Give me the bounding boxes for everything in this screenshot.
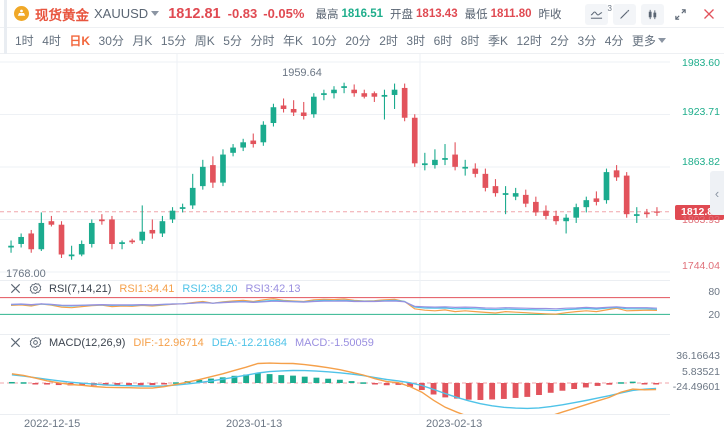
- header-toolbar: 3: [580, 0, 720, 28]
- y-axis-label-2: 1923.71: [682, 106, 720, 118]
- draw-pencil-icon[interactable]: [613, 3, 636, 25]
- timeframe-20m[interactable]: 20分: [345, 34, 371, 48]
- x-axis: 2022-12-15 2023-01-13 2023-02-13: [0, 414, 724, 435]
- chevron-left-icon: ‹: [714, 185, 720, 201]
- close-icon[interactable]: [9, 282, 22, 295]
- indicator-count-badge: 3: [607, 3, 612, 13]
- price-change-percent: -0.05%: [263, 6, 305, 21]
- timeframe-accent-bar: [4, 27, 7, 54]
- rsi-header: RSI(7,14,21) RSI1:34.41 RSI2:38.20 RSI3:…: [0, 280, 309, 297]
- rsi-pane-divider: [0, 280, 670, 281]
- timeframe-more-label: 更多: [631, 34, 656, 48]
- x-axis-label-3: 2023-02-13: [426, 418, 483, 430]
- candle-type-icon[interactable]: [641, 3, 664, 25]
- quote-header: 现货黄金 XAUUSD 1812.81 -0.83 -0.05% 最高 1816…: [0, 0, 724, 28]
- macd-pane-divider: [0, 334, 670, 335]
- y-axis-label-4: 1803.93: [682, 214, 720, 226]
- header-accent-bar: [4, 0, 7, 28]
- timeframe-1h[interactable]: 1时: [15, 34, 34, 48]
- stat-prev-close: 昨收: [539, 6, 565, 22]
- stat-open: 开盘 1813.43: [390, 6, 458, 22]
- macd-dea-value: DEA:-12.21684: [211, 336, 287, 349]
- symbol-code: XAUUSD: [94, 6, 149, 21]
- x-axis-label-1: 2022-12-15: [24, 418, 81, 430]
- timeframe-12h[interactable]: 12时: [516, 34, 542, 48]
- chevron-down-icon: [657, 38, 666, 43]
- stat-high-label: 最高: [315, 8, 339, 21]
- y-axis-label-5: 1744.04: [682, 260, 720, 272]
- timeframe-4m[interactable]: 4分: [604, 34, 624, 48]
- macd-pane[interactable]: MACD(12,26,9) DIF:-12.96714 DEA:-12.2168…: [0, 334, 724, 414]
- macd-hist-value: MACD:-1.50059: [294, 336, 374, 349]
- fullscreen-icon[interactable]: [669, 4, 692, 25]
- symbol-name-cn: 现货黄金: [35, 7, 89, 23]
- peak-price-label: 1959.64: [282, 66, 322, 79]
- timeframe-4h[interactable]: 4时: [42, 34, 61, 48]
- gold-bar-icon: [14, 6, 29, 21]
- stat-open-label: 开盘: [390, 8, 414, 21]
- y-axis-label-3: 1863.82: [682, 156, 720, 168]
- timeframe-bar: 1时 4时 日K 30分 月K 15分 周K 5分 分时 年K 10分 20分 …: [0, 27, 724, 54]
- rsi-title: RSI(7,14,21): [49, 282, 112, 295]
- stat-prev-close-label: 昨收: [538, 8, 562, 21]
- y-axis-label-1: 1983.60: [682, 57, 720, 69]
- timeframe-10m[interactable]: 10分: [311, 34, 337, 48]
- chart-area: 1959.64 1768.00 1983.60 1923.71 1863.82 …: [0, 54, 724, 435]
- timeframe-2m[interactable]: 2分: [550, 34, 570, 48]
- rsi-axis-label-20: 20: [708, 309, 720, 321]
- timeframe-3m[interactable]: 3分: [577, 34, 597, 48]
- candlestick-plot: [0, 54, 670, 280]
- timeframe-yearly[interactable]: 年K: [283, 34, 304, 48]
- stat-low: 最低 1811.80: [465, 6, 532, 22]
- macd-axis-label-top: 36.16643: [676, 350, 720, 362]
- macd-axis-label-mid: 5.83521: [682, 366, 720, 378]
- timeframe-monthly[interactable]: 月K: [132, 34, 153, 48]
- chevron-down-icon[interactable]: [151, 11, 160, 16]
- gear-icon[interactable]: [29, 282, 42, 295]
- macd-plot: [0, 334, 670, 414]
- timeframe-6h[interactable]: 6时: [433, 34, 453, 48]
- macd-axis-label-bottom: -24.49601: [672, 381, 720, 393]
- rsi-pane[interactable]: RSI(7,14,21) RSI1:34.41 RSI2:38.20 RSI3:…: [0, 280, 724, 334]
- timeframe-more-button[interactable]: 更多: [632, 32, 666, 49]
- indicator-icon[interactable]: 3: [585, 3, 612, 25]
- rsi3-value: RSI3:42.13: [245, 282, 301, 295]
- price-change: -0.83: [227, 6, 258, 21]
- timeframe-daily[interactable]: 日K: [69, 34, 91, 48]
- low-price-label: 1768.00: [6, 267, 46, 280]
- stat-low-value: 1811.80: [490, 7, 532, 20]
- macd-dif-value: DIF:-12.96714: [133, 336, 204, 349]
- timeframe-quarterly[interactable]: 季K: [487, 34, 508, 48]
- rsi2-value: RSI2:38.20: [182, 282, 238, 295]
- stat-high-value: 1816.51: [341, 7, 384, 20]
- rsi1-value: RSI1:34.41: [119, 282, 175, 295]
- x-axis-divider: [0, 414, 670, 415]
- timeframe-30m[interactable]: 30分: [98, 34, 124, 48]
- gear-icon[interactable]: [29, 336, 42, 349]
- close-icon[interactable]: [9, 336, 22, 349]
- rsi-axis-label-80: 80: [708, 286, 720, 298]
- timeframe-3h[interactable]: 3时: [406, 34, 426, 48]
- rsi-plot: [0, 280, 670, 334]
- macd-title: MACD(12,26,9): [49, 336, 126, 349]
- timeframe-8h[interactable]: 8时: [460, 34, 480, 48]
- stat-open-value: 1813.43: [416, 7, 458, 20]
- timeframe-15m[interactable]: 15分: [160, 34, 187, 48]
- macd-header: MACD(12,26,9) DIF:-12.96714 DEA:-12.2168…: [0, 334, 382, 351]
- last-price: 1812.81: [168, 5, 221, 22]
- timeframe-weekly[interactable]: 周K: [194, 34, 215, 48]
- timeframe-2h[interactable]: 2时: [379, 34, 398, 48]
- stat-high: 最高 1816.51: [315, 6, 383, 22]
- collapse-panel-button[interactable]: ‹: [710, 171, 724, 215]
- timeframe-intraday[interactable]: 分时: [250, 34, 275, 48]
- timeframe-5m[interactable]: 5分: [223, 34, 242, 48]
- close-icon[interactable]: [697, 4, 720, 25]
- price-pane[interactable]: 1959.64 1768.00 1983.60 1923.71 1863.82 …: [0, 54, 724, 280]
- stat-low-label: 最低: [464, 8, 488, 21]
- x-axis-label-2: 2023-01-13: [226, 418, 283, 430]
